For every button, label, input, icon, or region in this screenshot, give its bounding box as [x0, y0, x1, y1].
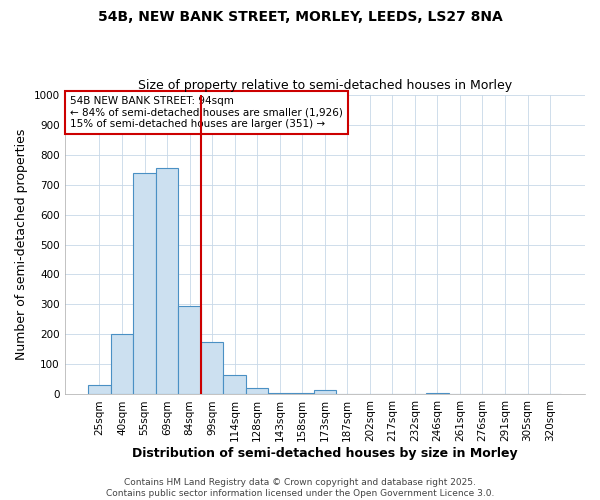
- Text: 54B NEW BANK STREET: 94sqm
← 84% of semi-detached houses are smaller (1,926)
15%: 54B NEW BANK STREET: 94sqm ← 84% of semi…: [70, 96, 343, 130]
- Text: Contains HM Land Registry data © Crown copyright and database right 2025.
Contai: Contains HM Land Registry data © Crown c…: [106, 478, 494, 498]
- Bar: [314, 390, 336, 394]
- Bar: [88, 386, 111, 394]
- Bar: [426, 393, 449, 394]
- Bar: [133, 172, 156, 394]
- Title: Size of property relative to semi-detached houses in Morley: Size of property relative to semi-detach…: [138, 79, 512, 92]
- Bar: [291, 393, 314, 394]
- Bar: [268, 393, 291, 394]
- Text: 54B, NEW BANK STREET, MORLEY, LEEDS, LS27 8NA: 54B, NEW BANK STREET, MORLEY, LEEDS, LS2…: [98, 10, 502, 24]
- Y-axis label: Number of semi-detached properties: Number of semi-detached properties: [15, 129, 28, 360]
- Bar: [111, 334, 133, 394]
- Bar: [156, 168, 178, 394]
- Bar: [223, 375, 246, 394]
- Bar: [246, 388, 268, 394]
- Bar: [178, 306, 201, 394]
- X-axis label: Distribution of semi-detached houses by size in Morley: Distribution of semi-detached houses by …: [132, 447, 518, 460]
- Bar: [201, 342, 223, 394]
